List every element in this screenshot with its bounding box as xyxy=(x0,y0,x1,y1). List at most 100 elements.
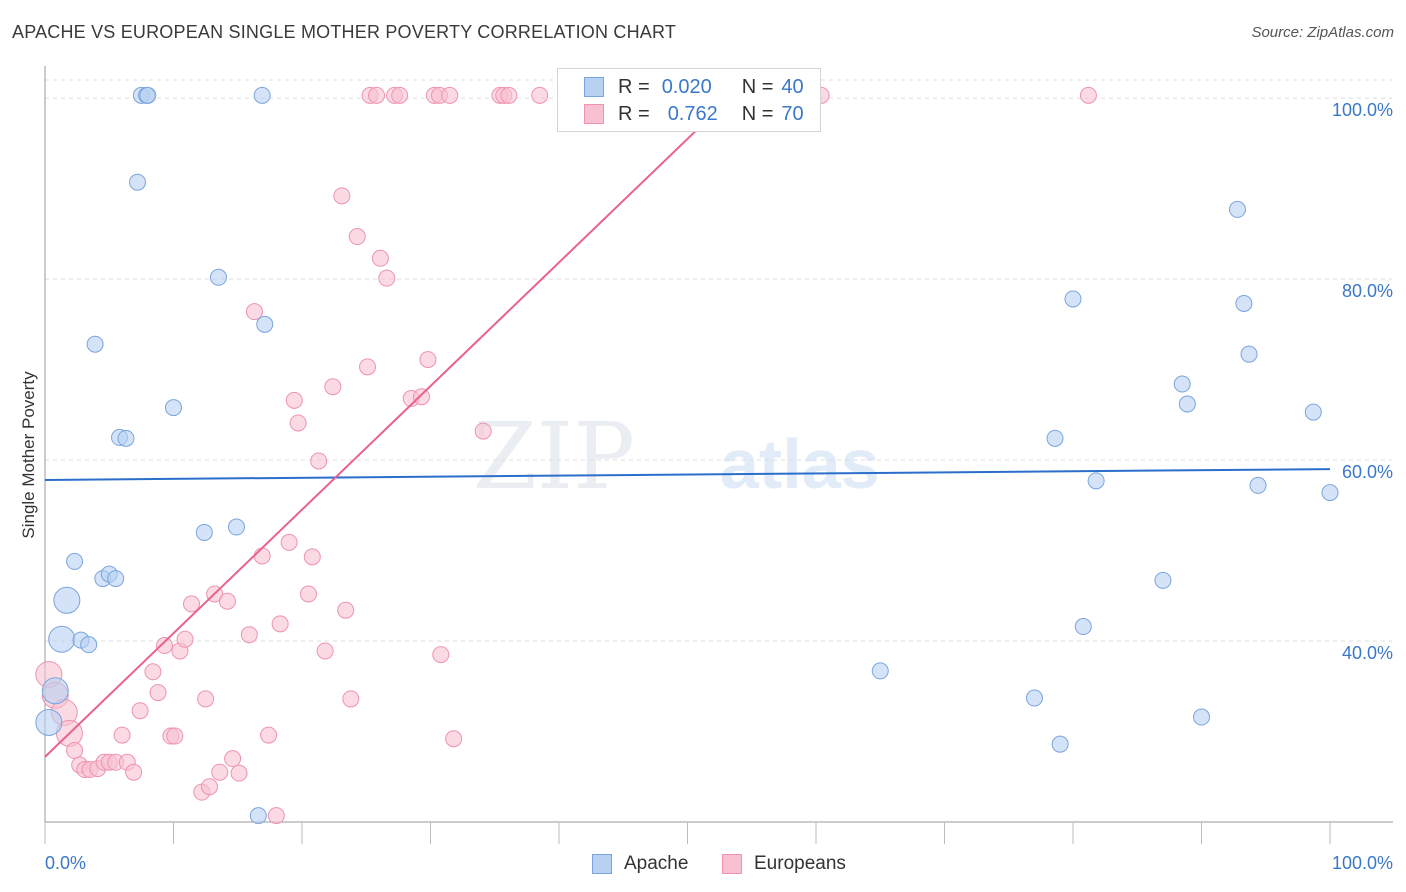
apache-point xyxy=(249,807,267,825)
apache-point xyxy=(1228,200,1246,218)
apache-n-label: N = xyxy=(741,75,774,98)
apache-point xyxy=(41,677,69,705)
europeans-point xyxy=(378,269,396,287)
apache-point xyxy=(86,335,104,353)
europeans-point xyxy=(218,592,236,610)
europeans-point xyxy=(303,548,321,566)
apache-point xyxy=(1235,295,1253,313)
axes-layer xyxy=(44,66,1393,844)
legend-row-europeans: R = 0.762 N = 70 xyxy=(584,102,804,126)
europeans-point xyxy=(441,86,459,104)
europeans-point xyxy=(166,727,184,745)
europeans-point xyxy=(113,726,131,744)
y-axis-label: Single Mother Poverty xyxy=(19,371,38,539)
apache-point xyxy=(165,399,182,417)
europeans-point xyxy=(368,86,386,104)
europeans-swatch xyxy=(584,104,604,124)
apache-point xyxy=(35,708,63,736)
europeans-point xyxy=(182,595,200,613)
europeans-point xyxy=(240,626,258,644)
y-tick-label: 40.0% xyxy=(1342,643,1393,663)
apache-point xyxy=(129,173,147,191)
trend-layer xyxy=(44,97,1331,758)
europeans-point xyxy=(144,663,162,681)
apache-point xyxy=(1249,476,1267,494)
apache-point xyxy=(66,552,84,570)
apache-point xyxy=(1304,403,1322,421)
europeans-point xyxy=(149,684,167,702)
y-tick-label: 80.0% xyxy=(1342,281,1393,301)
apache-point xyxy=(1087,472,1105,490)
bottom-legend-apache: Apache xyxy=(592,851,688,877)
europeans-trend-line xyxy=(44,97,731,758)
europeans-point xyxy=(359,358,377,376)
apache-point xyxy=(1046,429,1064,447)
europeans-point xyxy=(348,228,366,246)
apache-point xyxy=(80,636,98,654)
bottom-legend-europeans: Europeans xyxy=(722,851,846,877)
apache-point xyxy=(1154,571,1172,589)
europeans-point xyxy=(125,763,143,781)
x-tick-label-min: 0.0% xyxy=(45,853,86,873)
europeans-legend-label: Europeans xyxy=(754,853,846,874)
europeans-point xyxy=(224,750,242,768)
watermark-zip: ZIP xyxy=(473,403,635,510)
europeans-point xyxy=(371,249,389,267)
europeans-point xyxy=(260,726,278,744)
chart-title: APACHE VS EUROPEAN SINGLE MOTHER POVERTY… xyxy=(12,22,677,42)
europeans-point xyxy=(445,730,463,748)
apache-point xyxy=(53,586,81,614)
europeans-point xyxy=(1079,86,1097,104)
labels-layer: 40.0% 60.0% 80.0% 100.0% 0.0% 100.0% xyxy=(45,100,1393,873)
apache-point xyxy=(1051,735,1069,753)
europeans-point xyxy=(131,702,149,720)
apache-point xyxy=(1025,689,1043,707)
apache-r-label: R = xyxy=(618,75,650,98)
europeans-point xyxy=(197,690,215,708)
apache-point xyxy=(1240,345,1258,363)
apache-point xyxy=(1064,290,1082,308)
apache-point xyxy=(253,86,271,104)
apache-point xyxy=(117,429,135,447)
grid-layer xyxy=(45,79,1392,642)
europeans-point xyxy=(474,422,492,440)
watermark: ZIP atlas xyxy=(473,403,880,510)
apache-point xyxy=(1321,484,1339,502)
apache-point xyxy=(195,523,213,541)
europeans-point xyxy=(413,388,431,406)
apache-point xyxy=(209,268,227,286)
apache-point xyxy=(1178,395,1196,413)
x-tick-label-max: 100.0% xyxy=(1332,853,1393,873)
europeans-point xyxy=(289,414,307,432)
apache-legend-label: Apache xyxy=(624,853,689,874)
europeans-point xyxy=(333,187,351,205)
apache-n-value: 40 xyxy=(781,75,804,98)
europeans-point xyxy=(156,637,174,655)
europeans-point xyxy=(531,86,549,104)
europeans-point xyxy=(391,86,409,104)
apache-point xyxy=(107,570,125,588)
europeans-point xyxy=(280,533,298,551)
europeans-point xyxy=(316,642,334,660)
europeans-point xyxy=(267,807,285,825)
y-tick-label: 60.0% xyxy=(1342,462,1393,482)
europeans-point xyxy=(419,351,437,369)
europeans-point xyxy=(310,452,328,470)
europeans-point xyxy=(230,764,248,782)
apache-swatch xyxy=(584,77,604,97)
apache-points xyxy=(35,86,1339,825)
europeans-point xyxy=(299,585,317,603)
y-tick-label: 100.0% xyxy=(1332,100,1393,120)
europeans-point xyxy=(253,547,271,565)
apache-r-value: 0.020 xyxy=(661,75,712,98)
source-label: Source: ZipAtlas.com xyxy=(1251,24,1394,41)
apache-point xyxy=(48,625,76,653)
europeans-legend-swatch xyxy=(722,854,742,874)
apache-point xyxy=(1074,618,1092,636)
apache-trend-line xyxy=(44,468,1331,481)
europeans-point xyxy=(285,391,303,409)
europeans-point xyxy=(271,615,289,633)
apache-point xyxy=(871,662,889,680)
apache-point xyxy=(139,86,157,104)
